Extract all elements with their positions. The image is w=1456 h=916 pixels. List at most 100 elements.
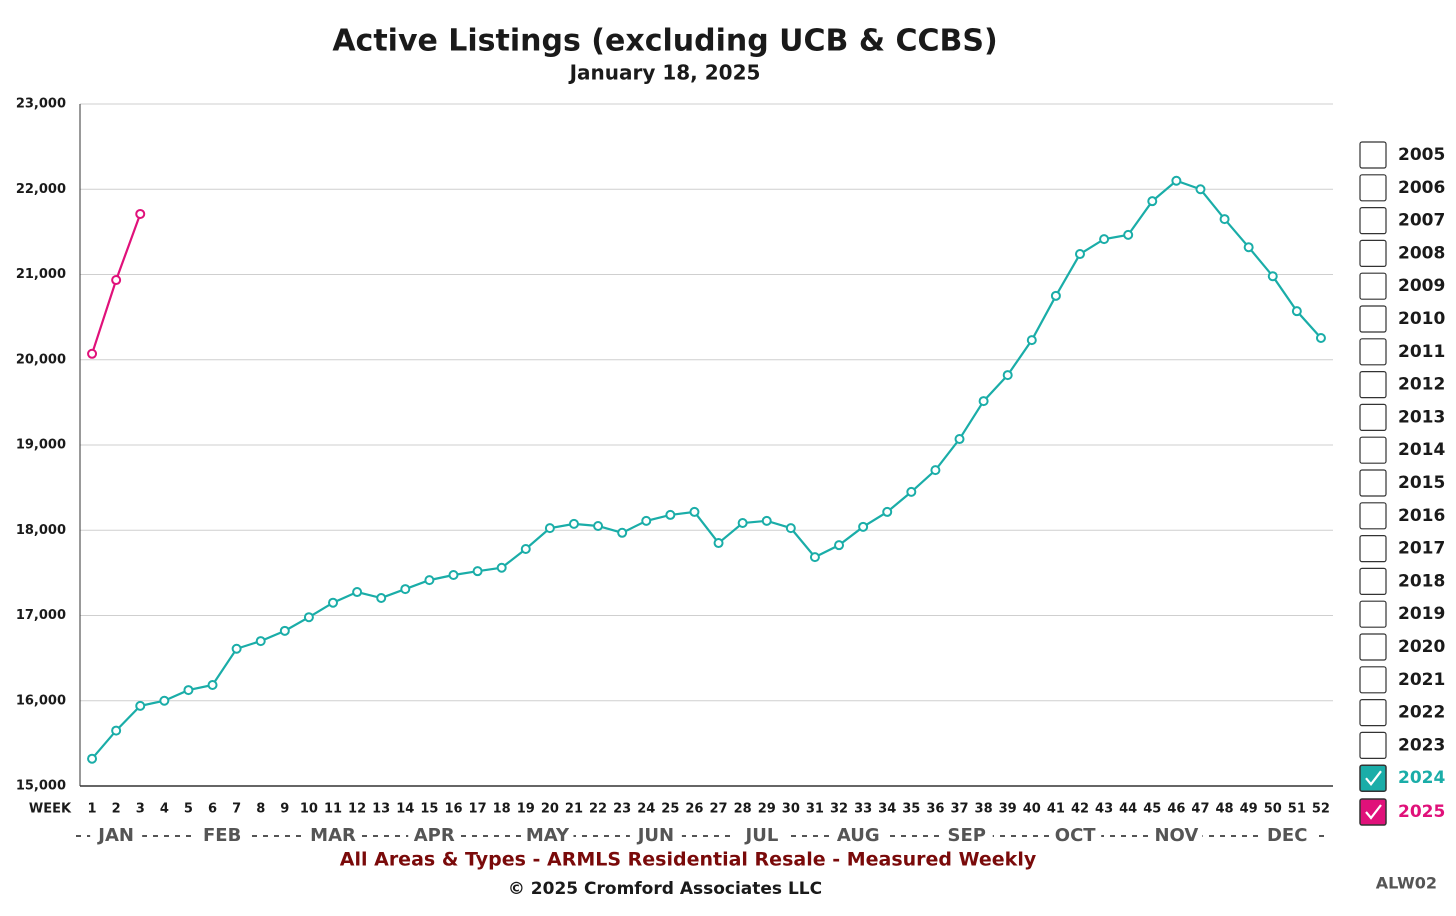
- legend-label: 2015: [1398, 473, 1445, 493]
- legend-label: 2019: [1398, 604, 1445, 624]
- legend-checkbox: [1359, 731, 1387, 760]
- y-tick-label: 23,000: [16, 97, 66, 112]
- legend-label: 2016: [1398, 506, 1445, 526]
- legend-label: 2005: [1398, 145, 1445, 165]
- x-tick-label: 35: [902, 802, 920, 817]
- x-tick-label: 19: [517, 802, 535, 817]
- x-tick-label: 45: [1143, 802, 1161, 817]
- month-label: OCT: [1055, 825, 1097, 846]
- month-label-bg: [1150, 824, 1203, 848]
- x-tick-label: 11: [324, 802, 342, 817]
- month-label-bg: [196, 824, 249, 848]
- data-point: [1026, 335, 1037, 346]
- x-tick-label: 10: [300, 802, 318, 817]
- x-tick-label: 1: [88, 802, 97, 817]
- data-point: [1074, 249, 1085, 260]
- legend-label: 2024: [1398, 768, 1445, 788]
- x-tick-label: 12: [348, 802, 366, 817]
- copyright: © 2025 Cromford Associates LLC: [508, 879, 822, 899]
- month-label: FEB: [203, 825, 241, 846]
- legend-label: 2007: [1398, 211, 1445, 231]
- data-point: [135, 700, 146, 711]
- data-point: [472, 566, 483, 577]
- legend-checkbox: [1359, 502, 1387, 530]
- x-tick-label: 29: [758, 802, 776, 817]
- x-tick-label: 38: [975, 802, 993, 817]
- legend-label: 2020: [1398, 637, 1445, 657]
- legend-checkbox: [1359, 272, 1387, 300]
- x-tick-label: 41: [1047, 802, 1065, 817]
- x-tick-label: 49: [1240, 802, 1258, 817]
- data-point: [906, 486, 917, 497]
- legend-label: 2021: [1398, 670, 1445, 690]
- legend-checkbox: [1359, 403, 1387, 431]
- y-tick-label: 21,000: [16, 267, 66, 282]
- data-point: [617, 527, 628, 538]
- month-label-bg: [1261, 824, 1314, 848]
- month-label-bg: [408, 824, 461, 848]
- x-tick-label: 31: [806, 802, 824, 817]
- legend-check: [1365, 804, 1382, 820]
- note: All Areas & Types - ARMLS Residential Re…: [340, 849, 1037, 871]
- data-point: [1171, 175, 1182, 186]
- data-point: [641, 515, 652, 526]
- data-point: [111, 725, 122, 736]
- data-point: [978, 396, 989, 407]
- legend-label: 2011: [1398, 342, 1445, 362]
- month-label: DEC: [1267, 825, 1307, 846]
- x-tick-label: 13: [372, 802, 390, 817]
- x-tick-label: 42: [1071, 802, 1089, 817]
- x-tick-label: 4: [160, 802, 169, 817]
- legend-label: 2008: [1398, 243, 1445, 263]
- data-point: [1050, 290, 1061, 301]
- month-label: MAY: [526, 825, 570, 846]
- x-tick-label: 3: [136, 802, 145, 817]
- x-tick-label: 46: [1167, 802, 1185, 817]
- x-tick-label: 18: [493, 802, 511, 817]
- data-point: [737, 518, 748, 529]
- legend-checkbox: [1359, 698, 1387, 727]
- x-tick-label: 48: [1216, 802, 1234, 817]
- x-tick-label: 23: [613, 802, 631, 817]
- y-tick-label: 18,000: [16, 523, 66, 538]
- x-tick-label: 14: [396, 802, 414, 817]
- data-point: [930, 465, 941, 476]
- data-point: [255, 636, 266, 647]
- x-tick-label: 30: [782, 802, 800, 817]
- legend-checkbox: [1359, 239, 1387, 267]
- data-point: [111, 275, 122, 286]
- data-point: [328, 597, 339, 608]
- legend-checkbox: [1359, 469, 1387, 497]
- legend-label: 2014: [1398, 440, 1445, 460]
- data-point: [834, 540, 845, 551]
- data-point: [1123, 229, 1134, 240]
- y-tick-label: 22,000: [16, 182, 66, 197]
- x-tick-label: 37: [950, 802, 968, 817]
- data-point: [520, 544, 531, 555]
- x-tick-label: 8: [256, 802, 265, 817]
- data-point: [785, 523, 796, 534]
- x-tick-label: 39: [999, 802, 1017, 817]
- x-tick-label: 24: [637, 802, 655, 817]
- chart-title: Active Listings (excluding UCB & CCBS): [332, 24, 997, 59]
- month-label: APR: [414, 825, 455, 846]
- month-label: JUN: [636, 825, 674, 846]
- data-point: [954, 434, 965, 445]
- data-point: [135, 208, 146, 219]
- month-label: JUL: [744, 825, 779, 846]
- data-point: [593, 520, 604, 531]
- legend-checkbox: [1359, 764, 1387, 792]
- x-tick-label: 6: [208, 802, 217, 817]
- month-label-bg: [940, 824, 993, 848]
- y-tick-label: 19,000: [16, 438, 66, 453]
- y-tick-label: 16,000: [16, 693, 66, 708]
- legend-check: [1365, 770, 1382, 786]
- data-point: [1243, 242, 1254, 253]
- x-tick-label: 25: [661, 802, 679, 817]
- legend-checkbox: [1359, 207, 1387, 235]
- month-label: NOV: [1154, 825, 1198, 846]
- data-point: [1147, 196, 1158, 207]
- data-point: [1099, 234, 1110, 245]
- x-tick-label: 33: [854, 802, 872, 817]
- x-tick-label: 47: [1191, 802, 1209, 817]
